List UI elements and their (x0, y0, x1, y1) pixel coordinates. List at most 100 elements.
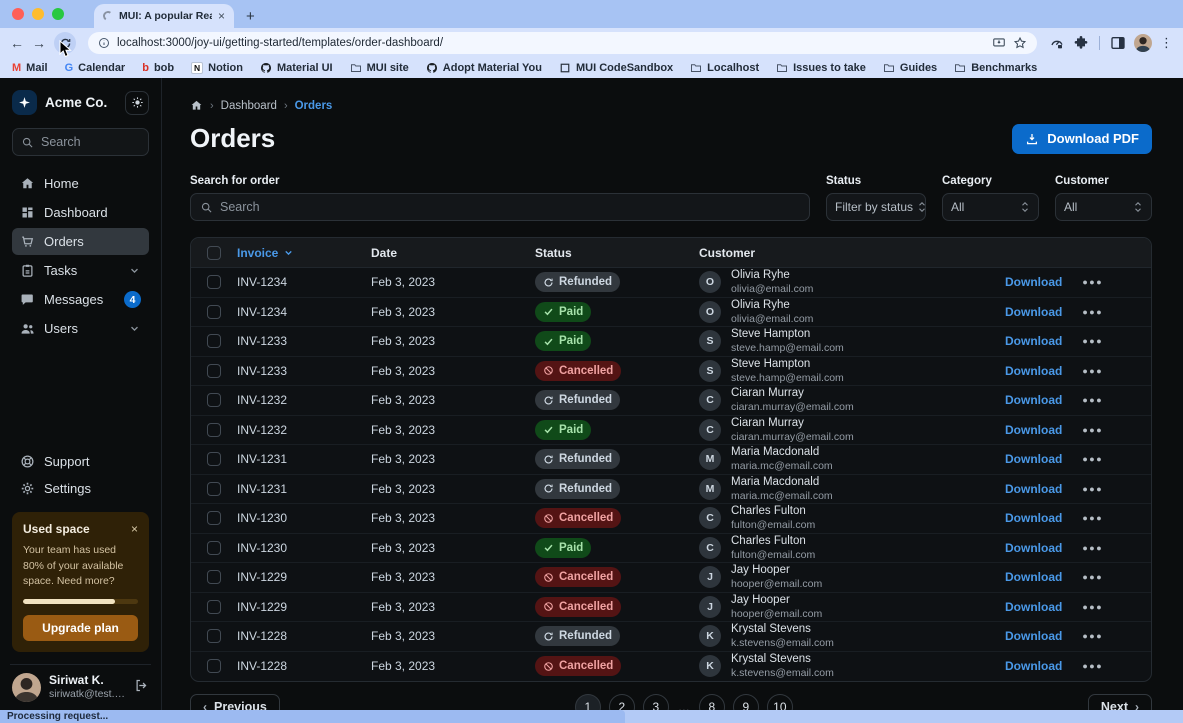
download-link[interactable]: Download (1005, 540, 1063, 555)
row-checkbox[interactable] (207, 629, 221, 644)
bookmark-star-icon[interactable] (1013, 36, 1027, 50)
row-menu-button[interactable]: ●●● (1082, 277, 1104, 288)
download-link[interactable]: Download (1005, 334, 1063, 349)
row-menu-button[interactable]: ●●● (1082, 572, 1104, 583)
row-checkbox[interactable] (207, 511, 221, 526)
download-link[interactable]: Download (1005, 363, 1063, 378)
download-link[interactable]: Download (1005, 481, 1063, 496)
order-search-input[interactable]: Search (190, 193, 810, 221)
download-link[interactable]: Download (1005, 452, 1063, 467)
row-menu-button[interactable]: ●●● (1082, 424, 1104, 435)
row-menu-button[interactable]: ●●● (1082, 601, 1104, 612)
download-link[interactable]: Download (1005, 599, 1063, 614)
next-page-button[interactable]: Next › (1087, 694, 1152, 710)
row-menu-button[interactable]: ●●● (1082, 395, 1104, 406)
forward-button[interactable]: → (32, 35, 46, 51)
sidebar-item-settings[interactable]: Settings (12, 475, 149, 502)
bookmark-mui-site[interactable]: MUI site (350, 62, 409, 74)
acme-logo[interactable] (12, 90, 37, 115)
row-checkbox[interactable] (207, 659, 221, 674)
sidebar-search-input[interactable]: Search (12, 128, 149, 156)
page-button-8[interactable]: 8 (698, 694, 725, 710)
page-button-3[interactable]: 3 (642, 694, 669, 710)
category-filter-select[interactable]: All (942, 193, 1039, 221)
row-checkbox[interactable] (207, 540, 221, 555)
row-menu-button[interactable]: ●●● (1082, 542, 1104, 553)
browser-tab[interactable]: MUI: A popular React UI fram × (94, 4, 234, 28)
bookmark-mail[interactable]: M Mail (12, 62, 48, 74)
download-link[interactable]: Download (1005, 393, 1063, 408)
row-menu-button[interactable]: ●●● (1082, 336, 1104, 347)
page-button-2[interactable]: 2 (608, 694, 635, 710)
bookmark-mui-codesandbox[interactable]: MUI CodeSandbox (559, 62, 673, 74)
bookmark-material-ui[interactable]: Material UI (260, 62, 333, 74)
row-menu-button[interactable]: ●●● (1082, 454, 1104, 465)
sidebar-item-orders[interactable]: Orders (12, 228, 149, 255)
site-info-icon[interactable] (98, 37, 110, 49)
install-app-icon[interactable] (992, 36, 1006, 50)
new-tab-button[interactable]: + (246, 7, 255, 25)
back-button[interactable]: ← (10, 35, 24, 51)
address-bar[interactable]: localhost:3000/joy-ui/getting-started/te… (88, 32, 1037, 54)
window-close-button[interactable] (12, 8, 24, 20)
sidebar-item-users[interactable]: Users (12, 315, 149, 342)
row-checkbox[interactable] (207, 363, 221, 378)
row-menu-button[interactable]: ●●● (1082, 483, 1104, 494)
download-link[interactable]: Download (1005, 275, 1063, 290)
row-menu-button[interactable]: ●●● (1082, 513, 1104, 524)
tab-close-icon[interactable]: × (217, 9, 225, 23)
home-icon[interactable] (190, 99, 203, 112)
bookmark-calendar[interactable]: G Calendar (64, 62, 126, 74)
row-checkbox[interactable] (207, 599, 221, 614)
breadcrumb-dashboard[interactable]: Dashboard (220, 99, 277, 112)
download-link[interactable]: Download (1005, 511, 1063, 526)
download-link[interactable]: Download (1005, 659, 1063, 674)
theme-toggle-button[interactable] (125, 90, 149, 115)
bookmark-notion[interactable]: N Notion (191, 62, 243, 74)
window-maximize-button[interactable] (52, 8, 64, 20)
row-checkbox[interactable] (207, 570, 221, 585)
status-filter-select[interactable]: Filter by status (826, 193, 926, 221)
page-button-1[interactable]: 1 (574, 694, 601, 710)
bookmark-adopt-material-you[interactable]: Adopt Material You (426, 62, 542, 74)
sidebar-item-tasks[interactable]: Tasks (12, 257, 149, 284)
row-menu-button[interactable]: ●●● (1082, 365, 1104, 376)
page-button-10[interactable]: 10 (766, 694, 793, 710)
sidebar-item-dashboard[interactable]: Dashboard (12, 199, 149, 226)
browser-profile-avatar[interactable] (1134, 34, 1152, 52)
download-link[interactable]: Download (1005, 570, 1063, 585)
row-checkbox[interactable] (207, 275, 221, 290)
previous-page-button[interactable]: ‹ Previous (190, 694, 280, 710)
window-minimize-button[interactable] (32, 8, 44, 20)
row-menu-button[interactable]: ●●● (1082, 631, 1104, 642)
download-pdf-button[interactable]: Download PDF (1012, 123, 1152, 154)
download-link[interactable]: Download (1005, 422, 1063, 437)
row-checkbox[interactable] (207, 452, 221, 467)
upgrade-plan-button[interactable]: Upgrade plan (23, 615, 138, 641)
sidebar-item-support[interactable]: Support (12, 448, 149, 475)
sidebar-item-messages[interactable]: Messages 4 (12, 286, 149, 313)
bookmark-localhost[interactable]: Localhost (690, 62, 759, 74)
bookmark-bob[interactable]: b bob (142, 62, 175, 74)
side-panel-icon[interactable] (1110, 35, 1126, 51)
row-checkbox[interactable] (207, 334, 221, 349)
bookmark-guides[interactable]: Guides (883, 62, 937, 74)
row-checkbox[interactable] (207, 422, 221, 437)
extensions-puzzle-icon[interactable] (1073, 35, 1089, 51)
download-link[interactable]: Download (1005, 304, 1063, 319)
row-menu-button[interactable]: ●●● (1082, 306, 1104, 317)
row-menu-button[interactable]: ●●● (1082, 661, 1104, 672)
row-checkbox[interactable] (207, 304, 221, 319)
download-link[interactable]: Download (1005, 629, 1063, 644)
customer-filter-select[interactable]: All (1055, 193, 1152, 221)
column-invoice[interactable]: Invoice (237, 246, 371, 260)
bookmark-issues-to-take[interactable]: Issues to take (776, 62, 866, 74)
page-button-9[interactable]: 9 (732, 694, 759, 710)
sidebar-item-home[interactable]: Home (12, 170, 149, 197)
logout-button[interactable] (134, 678, 149, 698)
performance-gauge-icon[interactable] (1049, 35, 1065, 51)
select-all-checkbox[interactable] (207, 245, 221, 260)
bookmark-benchmarks[interactable]: Benchmarks (954, 62, 1037, 74)
close-icon[interactable]: × (130, 521, 138, 536)
row-checkbox[interactable] (207, 481, 221, 496)
